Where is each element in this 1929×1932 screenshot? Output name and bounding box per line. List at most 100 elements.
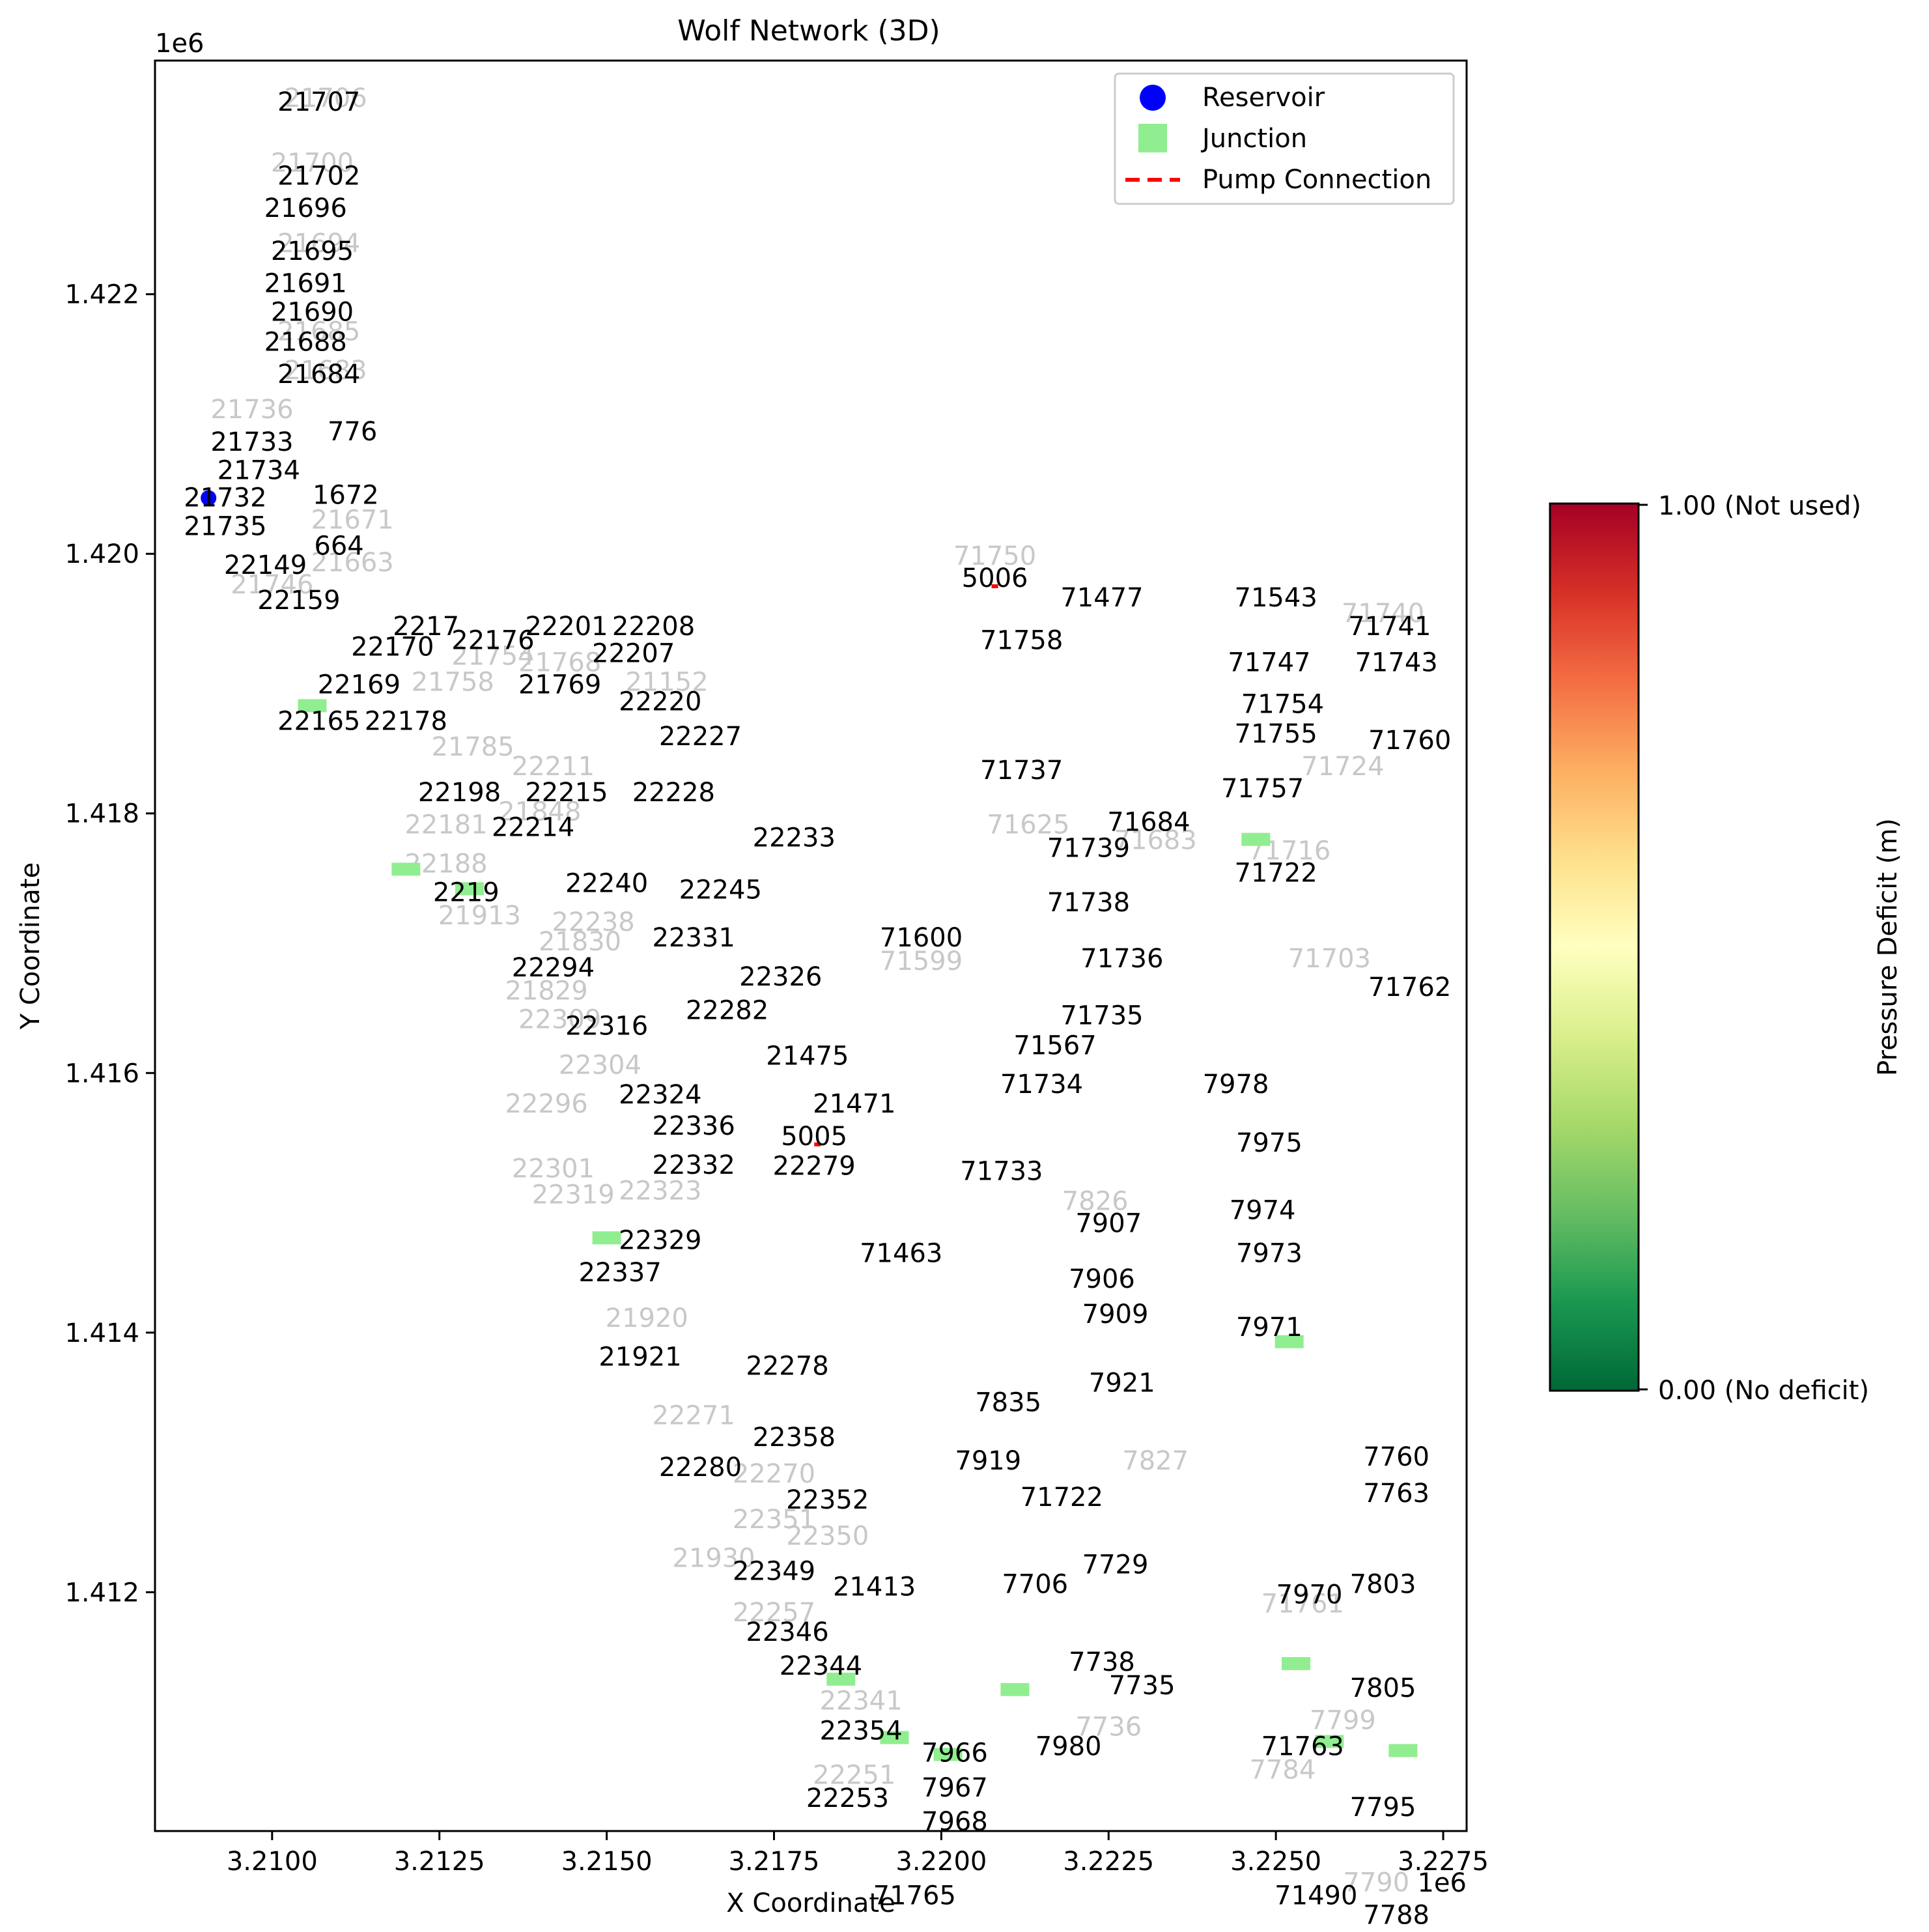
- node-label: 22344: [780, 1651, 862, 1681]
- node-label: 71722: [1235, 858, 1317, 888]
- colorbar-tick-label-max: 1.00 (Not used): [1658, 491, 1861, 521]
- node-label: 7906: [1069, 1264, 1135, 1294]
- node-label: 22326: [739, 962, 822, 992]
- node-label: 22280: [659, 1453, 742, 1483]
- node-label: 22220: [619, 687, 701, 717]
- node-label: 7980: [1035, 1731, 1102, 1761]
- node-label: 22176: [451, 626, 534, 656]
- node-label: 22169: [318, 670, 401, 700]
- faded-node-label: 7736: [1075, 1712, 1142, 1742]
- faded-node-label: 22309: [518, 1005, 601, 1035]
- node-label: 7803: [1350, 1569, 1416, 1599]
- node-label: 71734: [1000, 1070, 1083, 1100]
- y-tick-label: 1.422: [64, 280, 139, 310]
- node-label: 664: [314, 531, 363, 561]
- faded-node-label: 22251: [813, 1760, 895, 1790]
- node-label: 2217: [393, 612, 459, 642]
- node-label: 7967: [922, 1773, 988, 1803]
- faded-node-label: 71703: [1288, 944, 1371, 974]
- faded-node-label: 71761: [1261, 1589, 1344, 1619]
- faded-node-label: 7790: [1343, 1868, 1409, 1898]
- faded-node-label: 22351: [733, 1505, 815, 1535]
- node-label: 22336: [653, 1111, 735, 1141]
- node-label: 71477: [1060, 583, 1143, 613]
- node-label: 7729: [1082, 1550, 1149, 1580]
- faded-node-label: 21700: [271, 148, 354, 178]
- faded-node-label: 21663: [311, 548, 394, 578]
- node-label: 2219: [433, 877, 500, 907]
- node-label: 71754: [1241, 689, 1324, 719]
- node-label: 71765: [873, 1881, 956, 1911]
- junction-marker: [391, 862, 421, 876]
- faded-node-label: 22181: [404, 810, 487, 840]
- junction-marker: [1281, 1656, 1310, 1670]
- node-label: 7760: [1363, 1442, 1429, 1472]
- node-label: 7978: [1203, 1070, 1269, 1100]
- node-label: 7788: [1363, 1901, 1429, 1931]
- axes: 3.2100 3.2125 3.2150 3.2175 3.2200 3.2225 3.22…: [64, 280, 1489, 1877]
- node-label: 22208: [612, 612, 695, 642]
- faded-node-label: 21694: [277, 229, 360, 259]
- node-label: 22316: [565, 1012, 648, 1042]
- node-label: 7966: [922, 1738, 988, 1768]
- node-label: 71737: [980, 756, 1063, 786]
- faded-node-label: 22257: [733, 1598, 815, 1628]
- node-label: 22214: [492, 813, 574, 843]
- node-label: 22245: [679, 875, 762, 905]
- node-label: 22178: [365, 706, 447, 736]
- faded-node-label: 21768: [518, 648, 601, 678]
- node-label: 22198: [418, 778, 501, 808]
- node-label: 22337: [579, 1258, 662, 1288]
- node-label: 21413: [833, 1572, 916, 1602]
- node-label: 71543: [1235, 583, 1317, 613]
- junction-marker: [1315, 1735, 1344, 1748]
- x-tick-label: 3.2200: [895, 1847, 987, 1877]
- node-label: 71722: [1021, 1483, 1103, 1513]
- node-label: 22352: [786, 1485, 869, 1515]
- y-axis-label: Y Coordinate: [16, 862, 46, 1030]
- faded-node-label: 22238: [552, 907, 634, 937]
- node-label: 22279: [773, 1152, 856, 1182]
- faded-node-label: 71599: [880, 946, 963, 976]
- node-label: 21684: [277, 360, 360, 390]
- faded-node-label: 21746: [231, 570, 313, 600]
- legend-reservoir-label: Reservoir: [1202, 83, 1325, 113]
- node-label: 22240: [565, 868, 648, 898]
- faded-node-label: 21671: [311, 505, 394, 535]
- junction-marker: [455, 882, 484, 896]
- reservoir-marker: [201, 490, 217, 506]
- node-label: 71758: [980, 626, 1063, 656]
- node-label: 22170: [351, 632, 434, 662]
- faded-node-label: 21754: [451, 642, 534, 672]
- node-label: 7971: [1236, 1313, 1302, 1342]
- faded-node-label: 21920: [606, 1303, 688, 1333]
- node-label: 71741: [1348, 612, 1431, 642]
- node-label: 21735: [184, 511, 266, 541]
- node-label: 71735: [1060, 1001, 1143, 1031]
- node-label: 7835: [975, 1387, 1041, 1417]
- faded-node-label: 22304: [559, 1050, 641, 1080]
- colorbar-label: Pressure Deficit (m): [1873, 818, 1903, 1076]
- faded-node-label: 22350: [786, 1522, 869, 1552]
- faded-node-label: 22211: [512, 752, 595, 782]
- node-label: 71567: [1013, 1030, 1096, 1060]
- node-label: 22253: [806, 1783, 889, 1813]
- legend-reservoir-marker: [1140, 85, 1166, 111]
- node-label: 7968: [922, 1807, 988, 1837]
- node-label: 71763: [1261, 1731, 1344, 1761]
- node-label: 21475: [766, 1041, 849, 1071]
- node-label: 7735: [1109, 1671, 1176, 1701]
- node-label: 71760: [1368, 726, 1451, 756]
- node-label: 7921: [1089, 1369, 1155, 1399]
- node-label: 21691: [264, 269, 347, 299]
- node-label: 22227: [659, 722, 742, 752]
- faded-node-label: 21830: [539, 927, 621, 957]
- node-label: 7738: [1069, 1647, 1135, 1677]
- node-label: 21732: [184, 483, 266, 513]
- node-label: 776: [328, 417, 377, 447]
- node-label: 71743: [1355, 648, 1437, 678]
- plot-area: 21706 21700 21694 21685 21683 21736 21746 21671…: [184, 83, 1451, 1931]
- x-tick-label: 3.2150: [561, 1847, 653, 1877]
- axes-frame: [154, 59, 1468, 1832]
